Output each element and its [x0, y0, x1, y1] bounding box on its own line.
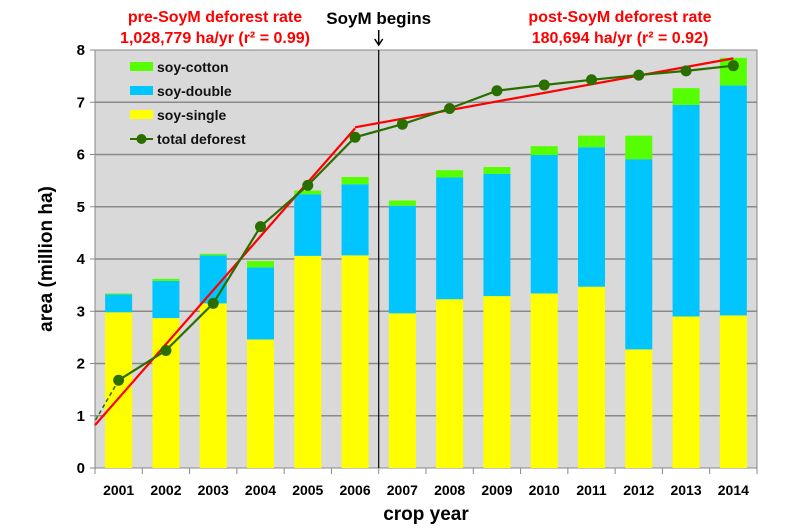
trend-label-rate: 1,028,779 ha/yr (r² = 0.99): [120, 30, 310, 47]
trend-label-rate: 180,694 ha/yr (r² = 0.92): [532, 30, 709, 47]
legend-swatch: [130, 110, 153, 119]
y-tick-label: 6: [77, 147, 85, 164]
y-tick-label: 7: [77, 94, 85, 111]
trend-label-title: post-SoyM deforest rate: [528, 9, 711, 26]
y-tick-label: 0: [77, 460, 85, 477]
bar-soy-single: [247, 339, 274, 468]
bar-soy-single: [625, 349, 653, 468]
bar-soy-double: [152, 280, 180, 319]
total-deforest-point: [113, 374, 125, 386]
bar-soy-cotton: [199, 253, 227, 256]
bar-soy-double: [625, 159, 653, 350]
x-tick-label: 2010: [529, 482, 560, 498]
bar-soy-cotton: [483, 167, 511, 174]
bar-soy-single: [530, 293, 558, 468]
bar-soy-cotton: [625, 135, 653, 160]
bar-soy-single: [483, 296, 511, 468]
legend-swatch: [130, 86, 153, 95]
x-tick-label: 2013: [670, 482, 701, 498]
y-tick-label: 1: [77, 408, 85, 425]
total-deforest-point: [160, 344, 172, 356]
trend-label-title: pre-SoyM deforest rate: [128, 9, 302, 26]
total-deforest-point: [491, 85, 503, 97]
bar-soy-single: [578, 286, 605, 468]
total-deforest-point: [633, 69, 645, 81]
bar-soy-double: [530, 155, 558, 294]
bar-soy-single: [436, 299, 464, 468]
x-tick-label: 2002: [150, 482, 181, 498]
bar-soy-cotton: [294, 190, 322, 195]
x-tick-label: 2008: [434, 482, 465, 498]
bar-soy-cotton: [530, 146, 558, 156]
x-tick-label: 2001: [103, 482, 134, 498]
bar-soy-double: [483, 173, 511, 297]
legend-label: soy-single: [157, 107, 226, 123]
bar-soy-double: [672, 104, 700, 317]
legend-label: soy-cotton: [157, 59, 229, 75]
x-tick-label: 2005: [292, 482, 323, 498]
total-deforest-point: [302, 179, 314, 191]
y-axis-label: area (million ha): [36, 186, 57, 332]
bar-soy-cotton: [578, 135, 605, 148]
y-tick-label: 2: [77, 356, 85, 373]
legend-marker: [136, 134, 147, 144]
bar-soy-single: [341, 255, 369, 468]
bar-soy-double: [341, 184, 369, 256]
arrow-down-icon: [374, 30, 384, 47]
bar-soy-single: [719, 315, 747, 468]
x-tick-label: 2009: [481, 482, 512, 498]
y-tick-label: 5: [77, 199, 85, 216]
trend-line: [94, 127, 356, 426]
bar-soy-double: [578, 147, 605, 287]
total-deforest-point: [538, 79, 550, 91]
annotation-label: SoyM begins: [326, 9, 431, 28]
bar-soy-cotton: [247, 261, 274, 268]
extrapolation-line: [94, 379, 120, 422]
x-axis-label: crop year: [383, 504, 469, 525]
legend-label: soy-double: [157, 83, 232, 99]
total-deforest-point: [586, 74, 597, 86]
bar-soy-single: [199, 303, 227, 468]
total-deforest-point: [396, 118, 408, 130]
trend-line: [354, 57, 734, 129]
total-deforest-point: [349, 131, 361, 143]
bar-soy-cotton: [152, 278, 180, 281]
bar-soy-double: [436, 177, 464, 300]
bar-soy-double: [247, 267, 274, 340]
bar-soy-single: [388, 313, 416, 468]
bar-soy-cotton: [105, 293, 133, 295]
bar-soy-cotton: [672, 88, 700, 105]
bar-soy-double: [719, 85, 747, 316]
total-deforest-point: [444, 103, 456, 115]
y-tick-label: 3: [77, 303, 85, 320]
x-tick-label: 2004: [245, 482, 276, 498]
bar-soy-double: [388, 205, 416, 314]
bar-soy-cotton: [341, 176, 369, 185]
total-deforest-line: [118, 64, 734, 382]
bar-soy-double: [105, 294, 133, 313]
x-tick-label: 2003: [198, 482, 229, 498]
bar-soy-cotton: [436, 170, 464, 178]
x-tick-label: 2014: [718, 482, 749, 498]
bar-soy-cotton: [388, 200, 416, 206]
total-deforest-point: [255, 221, 266, 233]
bar-soy-single: [294, 255, 322, 468]
y-tick-label: 4: [77, 251, 86, 268]
x-tick-label: 2007: [387, 482, 418, 498]
legend-label: total deforest: [157, 131, 246, 147]
bar-soy-single: [672, 316, 700, 468]
x-tick-label: 2012: [623, 482, 654, 498]
x-tick-label: 2011: [576, 482, 607, 498]
bar-soy-single: [105, 312, 133, 468]
total-deforest-point: [727, 60, 739, 72]
total-deforest-point: [207, 297, 219, 309]
x-tick-label: 2006: [339, 482, 370, 498]
total-deforest-point: [680, 65, 692, 77]
legend-swatch: [130, 62, 153, 71]
bar-soy-double: [294, 194, 322, 256]
y-tick-label: 8: [77, 42, 85, 59]
